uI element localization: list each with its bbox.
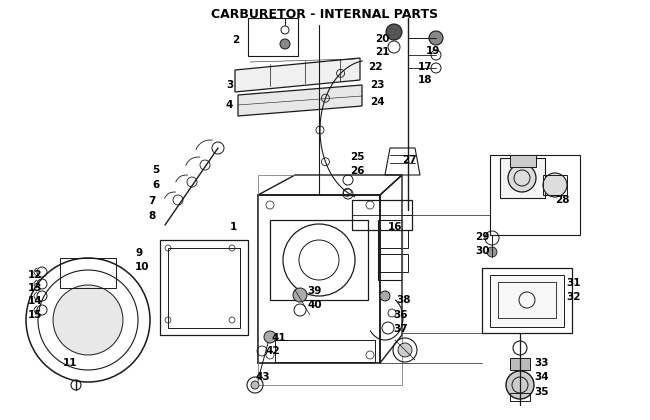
Text: 4: 4 <box>226 100 233 110</box>
Text: 19: 19 <box>426 46 441 56</box>
Text: 38: 38 <box>396 295 411 305</box>
Bar <box>160 240 248 335</box>
Text: 32: 32 <box>566 292 580 302</box>
Text: 31: 31 <box>566 278 580 288</box>
Circle shape <box>280 39 290 49</box>
Text: 2: 2 <box>232 35 239 45</box>
Bar <box>498 282 556 318</box>
Text: CARBURETOR - INTERNAL PARTS: CARBURETOR - INTERNAL PARTS <box>211 8 439 21</box>
Text: 41: 41 <box>272 333 287 343</box>
Text: 10: 10 <box>135 262 150 272</box>
Text: 16: 16 <box>388 222 402 232</box>
Text: 35: 35 <box>534 387 549 397</box>
Bar <box>500 158 545 198</box>
Bar <box>275 340 375 362</box>
Bar <box>482 268 572 333</box>
Text: 36: 36 <box>393 310 408 320</box>
Bar <box>378 220 402 280</box>
Text: 21: 21 <box>375 47 389 57</box>
Text: 17: 17 <box>418 62 433 72</box>
Text: 20: 20 <box>375 34 389 44</box>
Text: 33: 33 <box>534 358 549 368</box>
Bar <box>258 195 380 363</box>
Bar <box>248 18 298 56</box>
Text: 30: 30 <box>475 246 489 256</box>
Bar <box>60 258 116 288</box>
Text: 27: 27 <box>402 155 417 165</box>
Text: 34: 34 <box>534 372 549 382</box>
Text: 9: 9 <box>135 248 142 258</box>
Text: 29: 29 <box>475 232 489 242</box>
Text: 1: 1 <box>230 222 237 232</box>
Text: 15: 15 <box>28 310 42 320</box>
Text: 14: 14 <box>28 296 43 306</box>
Text: 22: 22 <box>368 62 382 72</box>
Text: 18: 18 <box>418 75 432 85</box>
Circle shape <box>429 31 443 45</box>
Circle shape <box>508 164 536 192</box>
Polygon shape <box>235 58 360 92</box>
Text: 11: 11 <box>63 358 77 368</box>
Text: 3: 3 <box>226 80 233 90</box>
Bar <box>490 275 564 327</box>
Polygon shape <box>238 85 362 116</box>
Text: 8: 8 <box>148 211 155 221</box>
Bar <box>168 248 240 328</box>
Bar <box>543 175 567 195</box>
Text: 42: 42 <box>265 346 280 356</box>
Circle shape <box>506 371 534 399</box>
Bar <box>258 175 402 385</box>
Text: 40: 40 <box>307 300 322 310</box>
Text: 13: 13 <box>28 283 42 293</box>
Text: 25: 25 <box>350 152 365 162</box>
Text: 43: 43 <box>256 372 270 382</box>
Bar <box>510 358 530 370</box>
Circle shape <box>251 381 259 389</box>
Circle shape <box>53 285 123 355</box>
Bar <box>352 200 412 230</box>
Text: 7: 7 <box>148 196 155 206</box>
Circle shape <box>264 331 276 343</box>
Circle shape <box>380 291 390 301</box>
Circle shape <box>398 343 412 357</box>
Bar <box>510 155 536 167</box>
Text: 39: 39 <box>307 286 321 296</box>
Text: 37: 37 <box>393 324 408 334</box>
Bar <box>378 254 408 272</box>
Circle shape <box>487 247 497 257</box>
Bar <box>378 230 408 248</box>
Bar <box>490 155 580 235</box>
Text: 24: 24 <box>370 97 385 107</box>
Text: 12: 12 <box>28 270 42 280</box>
Text: 26: 26 <box>350 166 365 176</box>
Text: 23: 23 <box>370 80 385 90</box>
Bar <box>510 393 530 401</box>
Text: 5: 5 <box>152 165 159 175</box>
Text: 28: 28 <box>555 195 569 205</box>
Circle shape <box>386 24 402 40</box>
Circle shape <box>543 173 567 197</box>
Bar <box>270 220 368 300</box>
Circle shape <box>293 288 307 302</box>
Text: 6: 6 <box>152 180 159 190</box>
